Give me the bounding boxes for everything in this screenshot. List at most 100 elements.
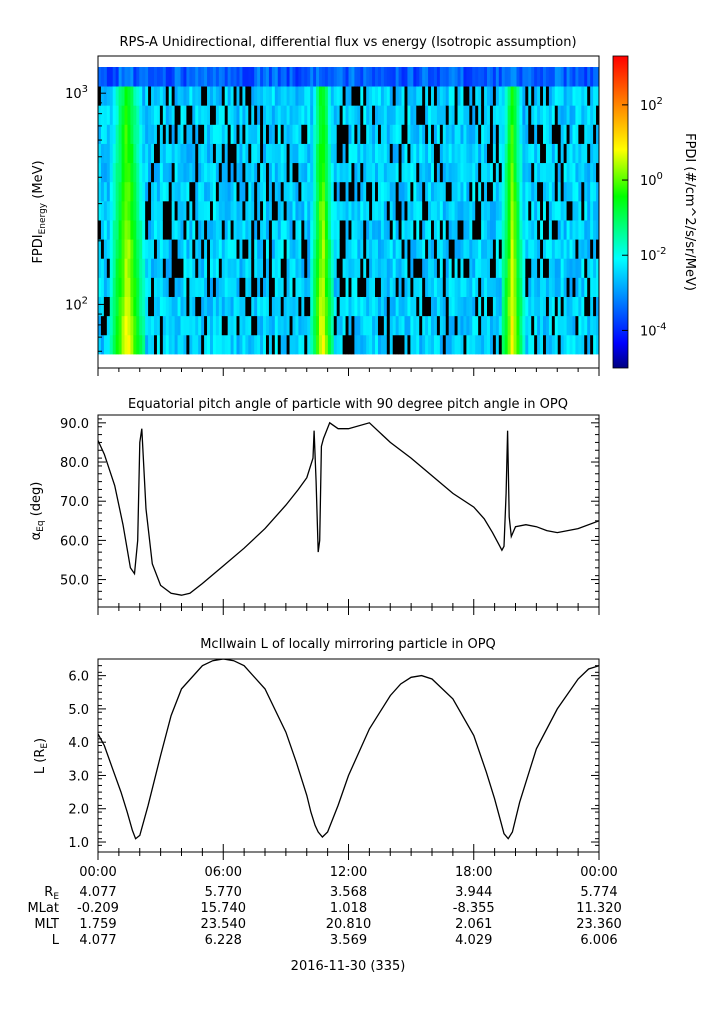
spectrogram-cell	[445, 296, 450, 317]
spectrogram-cell	[460, 334, 464, 355]
spectrogram-cell	[513, 296, 517, 317]
spectrogram-cell	[531, 220, 535, 240]
spectrogram-cell	[436, 105, 441, 125]
spectrogram-cell	[472, 143, 476, 164]
spectrogram-cell	[339, 86, 344, 106]
spectrogram-cell	[124, 258, 128, 278]
spectrogram-cell	[501, 220, 506, 240]
spectrogram-cell	[257, 220, 261, 240]
spectrogram-cell	[207, 200, 211, 221]
spectrogram-cell	[159, 220, 164, 240]
spectrogram-cell	[304, 200, 308, 221]
spectrogram-cell	[263, 220, 267, 240]
spectrogram-cell	[389, 239, 394, 259]
spectrogram-cell	[342, 200, 346, 221]
ephemeris-value: 1.759	[79, 917, 116, 932]
spectrogram-cell	[422, 105, 426, 125]
spectrogram-cell	[106, 296, 111, 317]
spectrogram-cell	[142, 200, 146, 221]
spectrogram-cell	[372, 334, 376, 355]
spectrogram-cell	[433, 200, 438, 221]
spectrogram-cell	[112, 67, 117, 87]
spectrogram-cell	[277, 334, 282, 355]
spectrogram-cell	[145, 334, 149, 355]
spectrogram-cell	[460, 105, 464, 125]
spectrogram-cell	[348, 277, 352, 297]
spectrogram-cell	[324, 258, 329, 278]
spectrogram-cell	[419, 181, 423, 202]
spectrogram-cell	[348, 67, 352, 87]
spectrogram-cell	[156, 315, 161, 336]
spectrogram-cell	[389, 67, 394, 87]
spectrogram-cell	[345, 220, 349, 240]
spectrogram-cell	[204, 67, 208, 87]
spectrogram-cell	[484, 296, 488, 317]
spectrogram-cell	[124, 86, 128, 106]
spectrogram-cell	[404, 181, 408, 202]
spectrogram-cell	[593, 105, 597, 125]
spectrogram-cell	[145, 258, 149, 278]
spectrogram-cell	[168, 334, 173, 355]
spectrogram-cell	[422, 220, 426, 240]
spectrogram-cell	[310, 86, 314, 106]
spectrogram-cell	[313, 220, 317, 240]
spectrogram-cell	[268, 258, 273, 278]
spectrogram-cell	[475, 315, 479, 336]
spectrogram-cell	[260, 200, 264, 221]
spectrogram-cell	[587, 220, 591, 240]
spectrogram-cell	[316, 143, 320, 164]
spectrogram-cell	[295, 86, 299, 106]
spectrogram-cell	[115, 200, 120, 221]
spectrogram-cell	[516, 181, 520, 202]
spectrogram-cell	[478, 239, 482, 259]
spectrogram-cell	[171, 200, 176, 221]
spectrogram-cell	[534, 162, 538, 183]
spectrogram-cell	[121, 315, 125, 336]
spectrogram-cell	[198, 124, 202, 144]
spectrogram-cell	[354, 162, 358, 183]
spectrogram-cell	[489, 124, 494, 144]
spectrogram-cell	[112, 296, 117, 317]
spectrogram-cell	[522, 296, 526, 317]
spectrogram-cell	[369, 334, 373, 355]
spectrogram-cell	[265, 200, 270, 221]
spectrogram-cell	[106, 239, 111, 259]
spectrogram-cell	[442, 296, 447, 317]
spectrogram-cell	[151, 86, 155, 106]
spectrogram-cell	[139, 67, 143, 87]
spectrogram-cell	[127, 220, 131, 240]
spectrogram-cell	[319, 181, 323, 202]
spectrogram-cell	[401, 277, 405, 297]
spectrogram-cell	[504, 162, 509, 183]
spectrogram-cell	[130, 124, 134, 144]
spectrogram-cell	[498, 143, 503, 164]
spectrogram-cell	[257, 239, 261, 259]
spectrogram-cell	[439, 162, 444, 183]
spectrogram-cell	[457, 86, 461, 106]
spectrogram-cell	[124, 162, 128, 183]
spectrogram-cell	[584, 143, 588, 164]
spectrogram-cell	[265, 220, 270, 240]
spectrogram-cell	[263, 334, 267, 355]
spectrogram-cell	[439, 334, 444, 355]
spectrogram-cell	[339, 181, 344, 202]
spectrogram-cell	[192, 181, 196, 202]
spectrogram-cell	[324, 86, 329, 106]
spectrogram-cell	[327, 277, 332, 297]
spectrogram-cell	[145, 162, 149, 183]
spectrogram-cell	[572, 315, 576, 336]
spectrogram-cell	[369, 86, 373, 106]
spectrogram-cell	[342, 258, 346, 278]
spectrogram-cell	[342, 334, 346, 355]
spectrogram-cell	[265, 124, 270, 144]
spectrogram-cell	[563, 162, 567, 183]
spectrogram-cell	[316, 200, 320, 221]
spectrogram-cell	[257, 200, 261, 221]
spectrogram-cell	[130, 258, 134, 278]
spectrogram-cell	[419, 220, 423, 240]
spectrogram-cell	[513, 334, 517, 355]
spectrogram-cell	[212, 315, 217, 336]
spectrogram-cell	[192, 105, 196, 125]
spectrogram-cell	[351, 315, 355, 336]
spectrogram-cell	[339, 124, 344, 144]
